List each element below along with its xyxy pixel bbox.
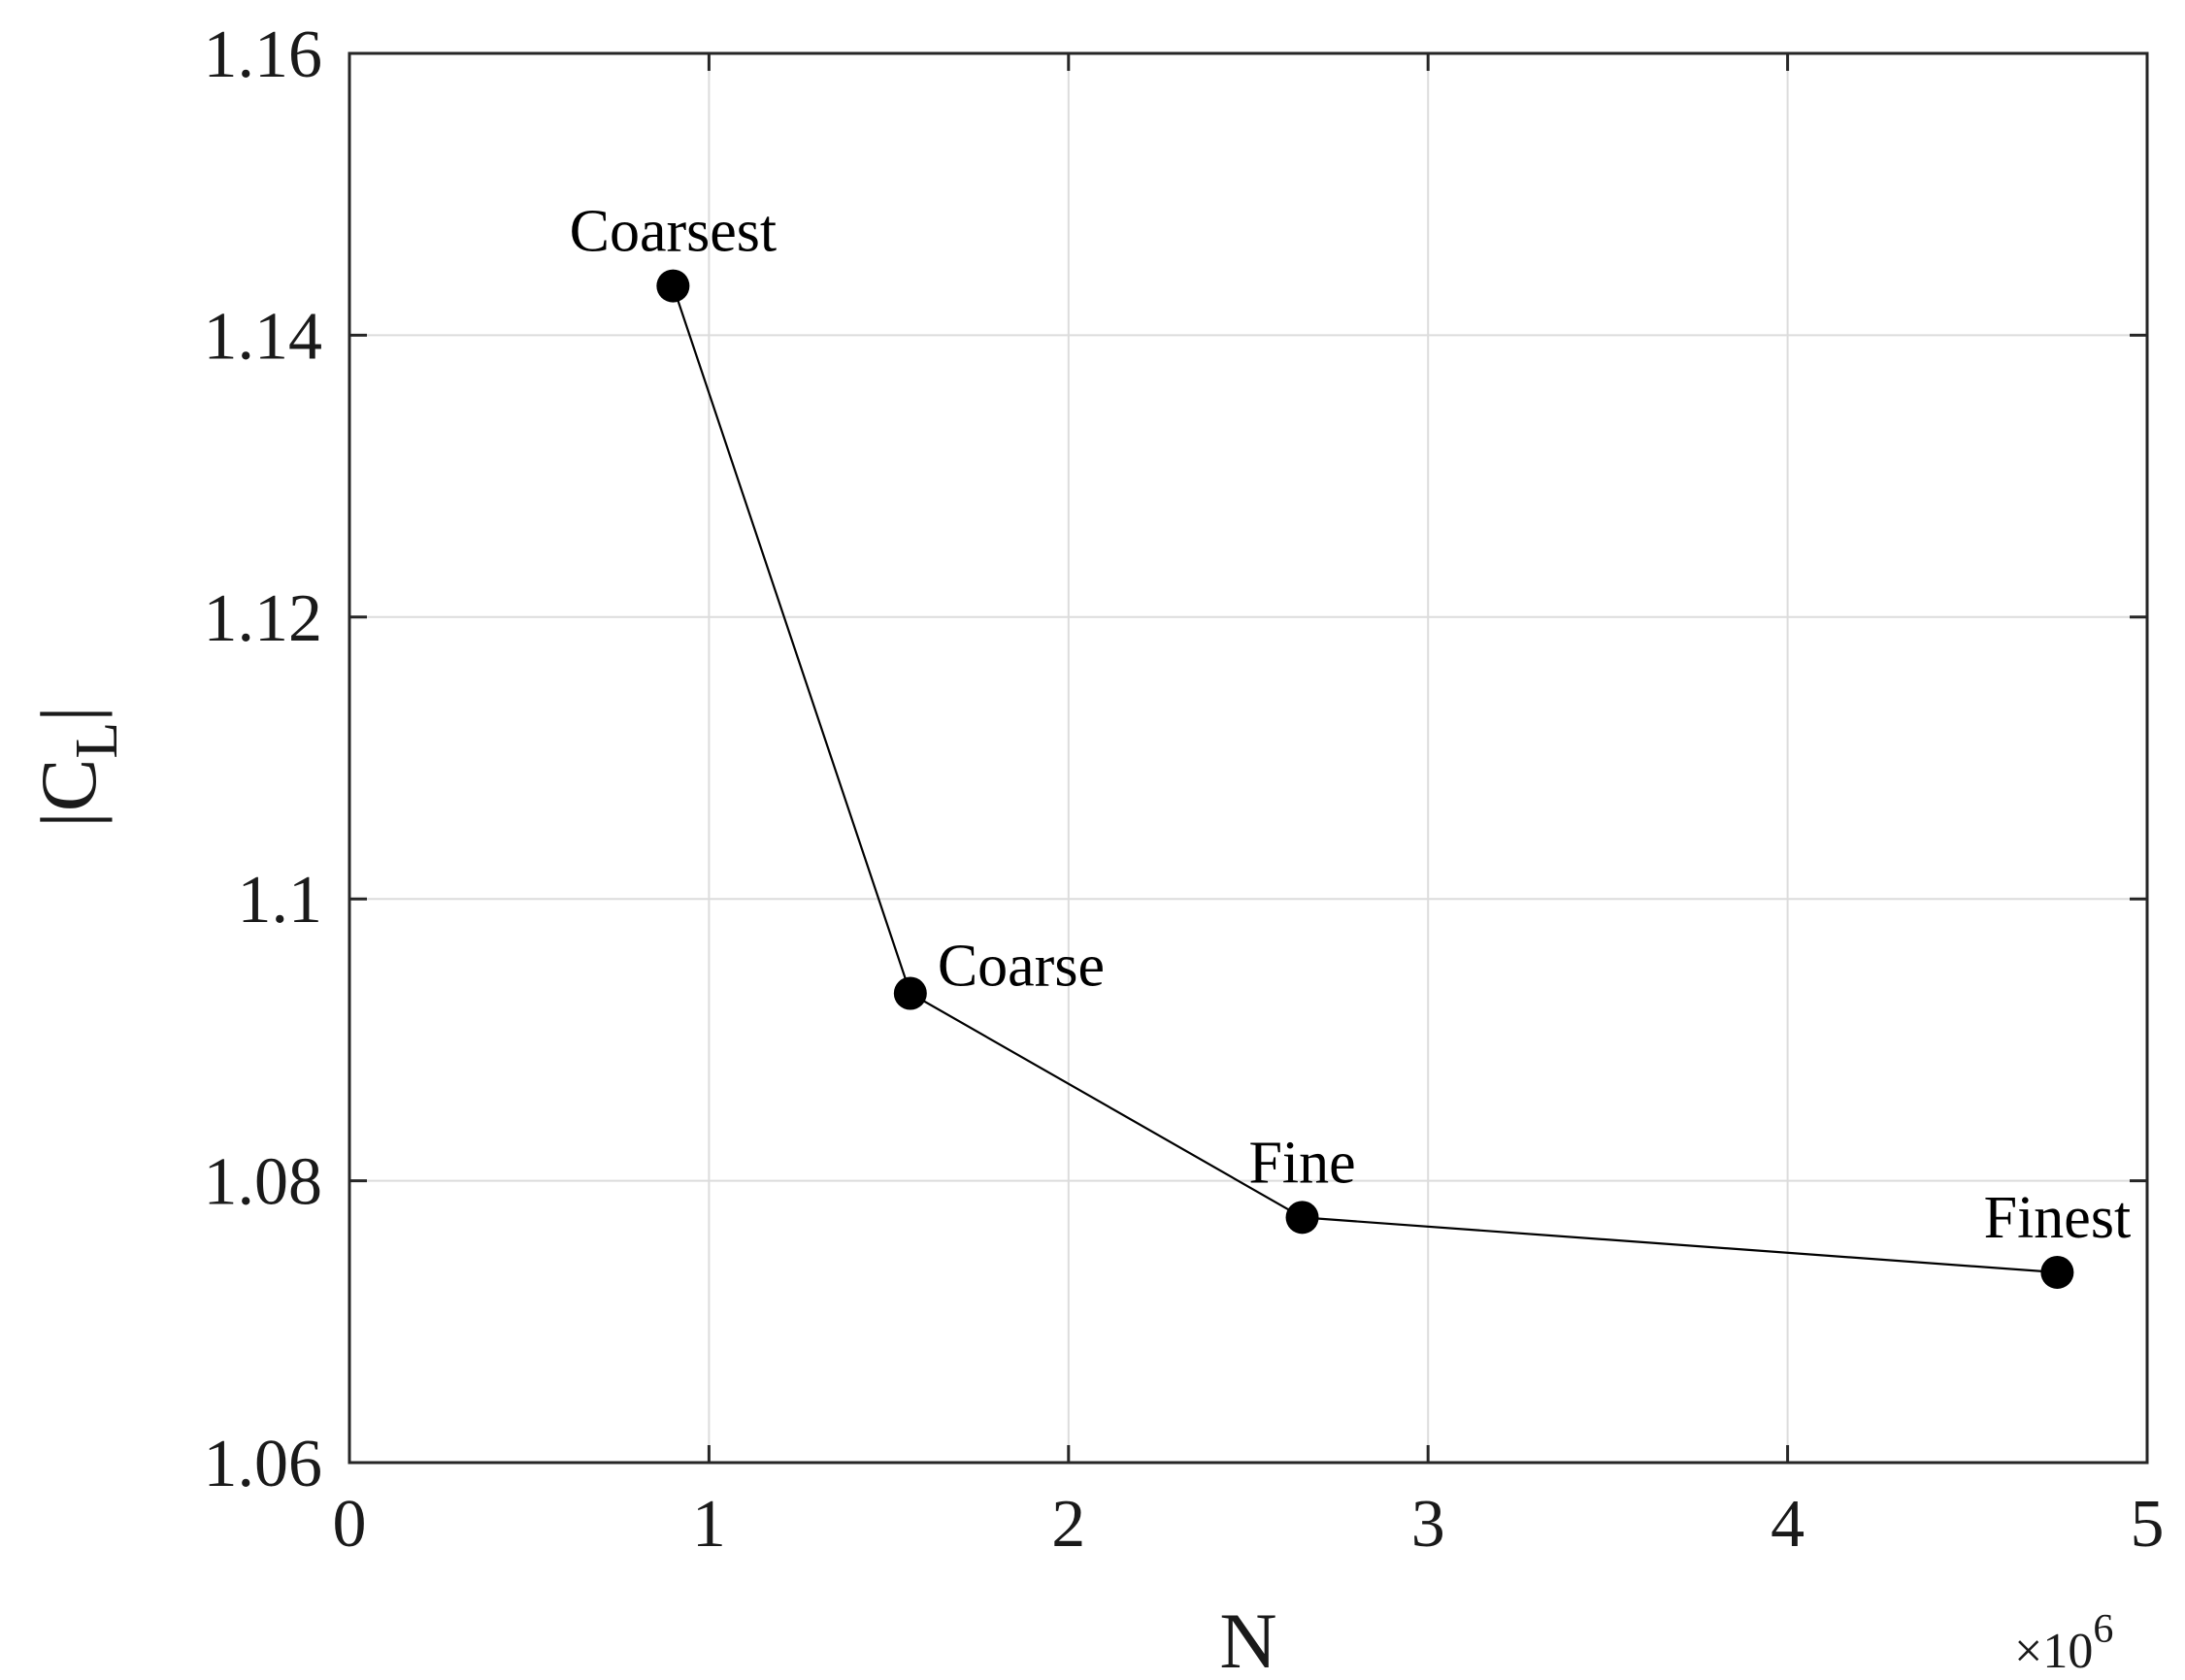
grid-lines [349, 53, 2147, 1463]
point-label: Coarse [938, 933, 1105, 999]
x-axis-exponent: ×106 [2014, 1607, 2113, 1679]
axis-labels: N ×106 |CL| [24, 706, 2113, 1680]
point-label: Coarsest [570, 199, 778, 265]
y-axis-label-close: | [24, 706, 113, 721]
x-tick-label: 4 [1771, 1487, 1804, 1562]
data-point [1285, 1201, 1319, 1235]
y-axis-label: |CL| [24, 706, 130, 827]
data-point [2040, 1255, 2074, 1289]
x-tick-label: 5 [2131, 1487, 2165, 1562]
plot-frame [348, 51, 2149, 1465]
series-line [672, 285, 2058, 1274]
x-tick-label: 3 [1411, 1487, 1445, 1562]
axes-frame [348, 51, 2149, 1465]
x-tick-label: 1 [692, 1487, 726, 1562]
point-label: Finest [1984, 1185, 2132, 1251]
data-point [656, 269, 690, 303]
y-tick-label: 1.14 [204, 299, 323, 374]
y-tick-label: 1.16 [204, 17, 323, 92]
point-label: Fine [1248, 1130, 1355, 1196]
x-axis-exponent-base: ×10 [2014, 1624, 2093, 1679]
y-tick-label: 1.08 [204, 1145, 323, 1220]
tick-labels: 0 1 2 3 4 5 1.06 1.08 1.1 1.12 1.14 1.16 [204, 17, 2165, 1562]
y-tick-label: 1.12 [204, 581, 323, 656]
series-layer: Coarsest Coarse Fine Finest [570, 199, 2132, 1289]
x-axis-label: N [1219, 1597, 1276, 1680]
y-axis-label-subscript: L [64, 722, 130, 759]
y-axis-label-main: |C [24, 759, 113, 828]
y-tick-label: 1.1 [238, 863, 323, 938]
x-axis-exponent-power: 6 [2093, 1607, 2113, 1652]
y-tick-label: 1.06 [204, 1427, 323, 1501]
x-tick-label: 0 [333, 1487, 367, 1562]
data-point [893, 976, 927, 1010]
x-tick-label: 2 [1051, 1487, 1085, 1562]
